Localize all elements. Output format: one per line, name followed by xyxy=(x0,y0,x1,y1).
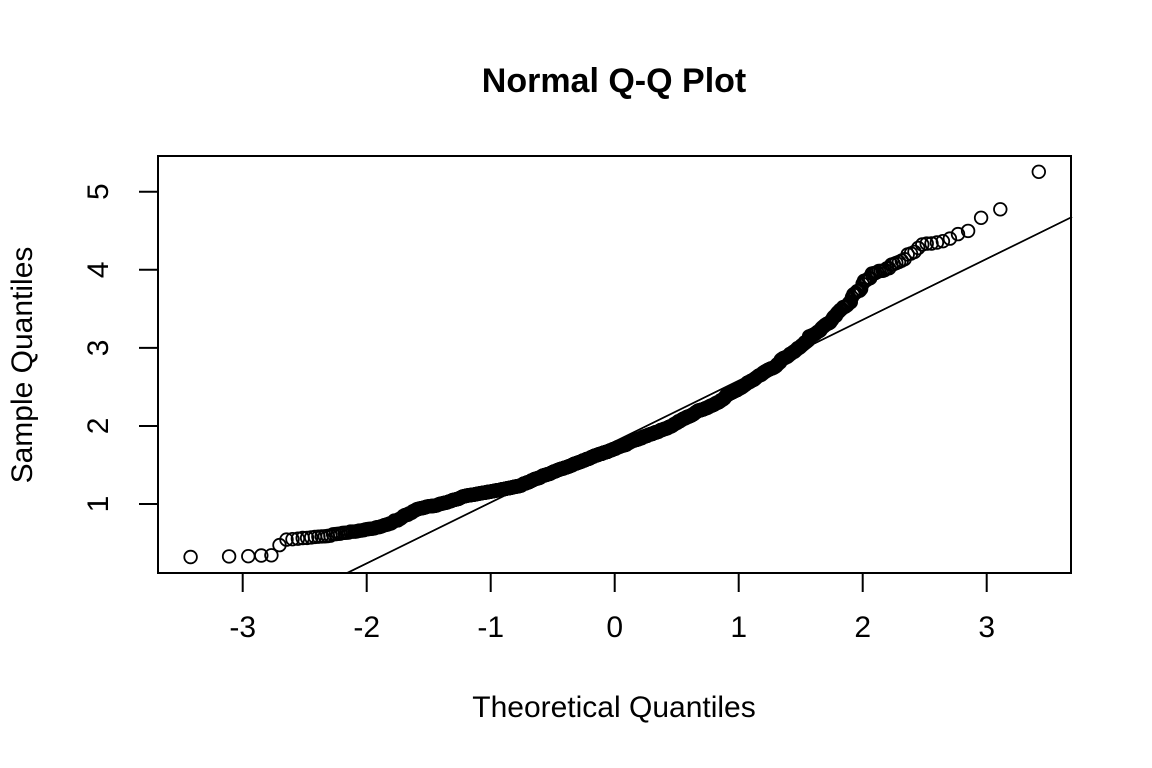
data-point xyxy=(935,233,951,249)
y-tick-label: 4 xyxy=(82,261,115,278)
data-point xyxy=(950,226,966,242)
data-point xyxy=(911,240,926,256)
data-point xyxy=(1031,164,1047,180)
x-tick-label: -2 xyxy=(353,611,380,644)
data-point xyxy=(183,549,198,565)
data-point xyxy=(993,202,1008,217)
data-point xyxy=(254,548,269,563)
x-tick-label: -1 xyxy=(477,611,504,644)
x-tick-label: 3 xyxy=(978,611,995,644)
data-points xyxy=(183,164,1047,565)
reference-line xyxy=(346,216,1073,574)
y-tick-label: 1 xyxy=(82,496,115,513)
y-axis-label: Sample Quantiles xyxy=(6,247,39,484)
y-tick-label: 5 xyxy=(82,183,115,200)
data-point xyxy=(221,549,237,564)
x-tick-label: 0 xyxy=(606,611,623,644)
data-point xyxy=(907,244,922,260)
x-axis-ticks xyxy=(241,573,988,592)
x-axis-tick-labels: -3 -2 -1 0 1 2 3 xyxy=(229,611,995,644)
plot-border xyxy=(157,155,1072,574)
data-point xyxy=(942,231,958,246)
y-axis-tick-labels: 1 2 3 4 5 xyxy=(82,183,115,512)
y-axis-ticks xyxy=(139,190,158,506)
x-tick-label: 1 xyxy=(730,611,747,644)
data-point xyxy=(960,223,976,239)
y-tick-label: 2 xyxy=(82,418,115,435)
x-tick-label: 2 xyxy=(854,611,871,644)
data-point xyxy=(279,532,294,547)
data-point xyxy=(241,549,256,564)
data-point xyxy=(973,210,989,226)
data-point xyxy=(929,235,945,250)
data-point xyxy=(840,298,855,313)
qq-reference-line xyxy=(346,216,1073,574)
data-point xyxy=(919,236,934,251)
x-tick-label: -3 xyxy=(229,611,256,644)
data-point xyxy=(285,532,300,547)
x-axis-label: Theoretical Quantiles xyxy=(472,691,755,724)
chart-title: Normal Q-Q Plot xyxy=(482,62,746,100)
data-point xyxy=(264,548,279,563)
y-tick-label: 3 xyxy=(82,340,115,357)
